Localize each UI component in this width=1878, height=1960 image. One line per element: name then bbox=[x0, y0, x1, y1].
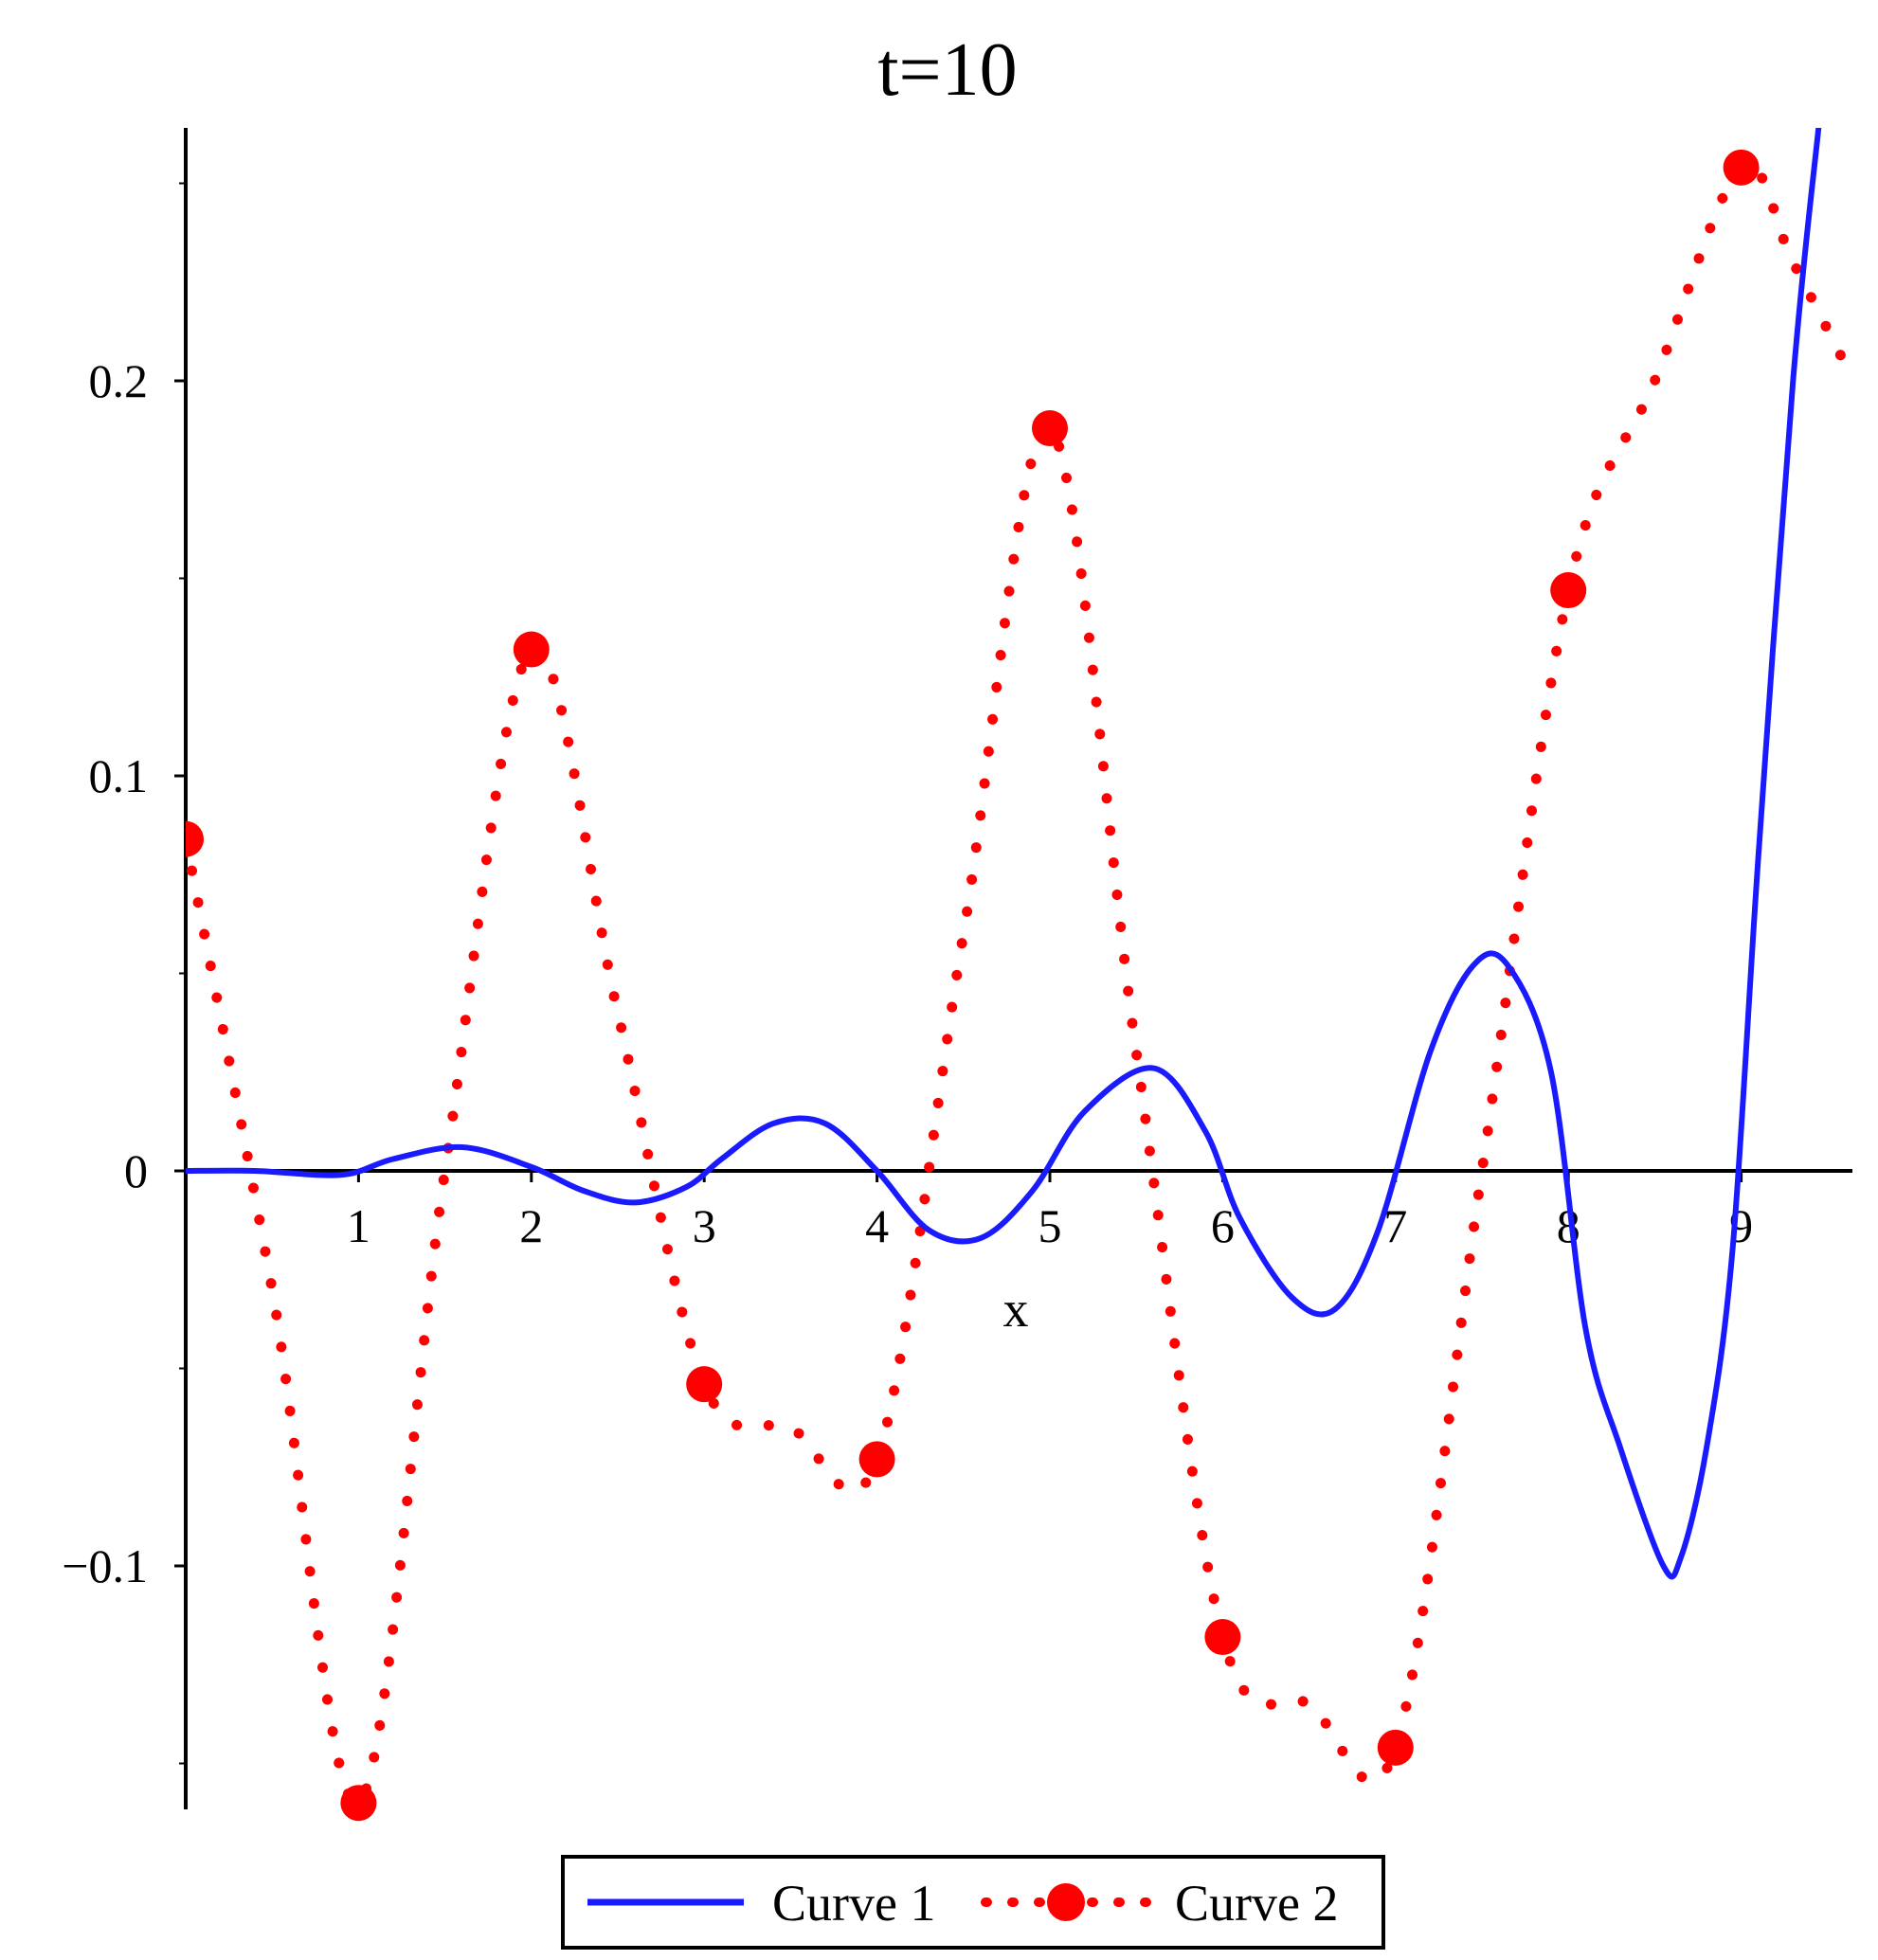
y-tick-label: −0.1 bbox=[62, 1539, 148, 1592]
curve-2-point bbox=[186, 820, 204, 857]
curve-2-point bbox=[1032, 410, 1068, 447]
x-tick-label: 3 bbox=[693, 1199, 716, 1252]
chart-title: t=10 bbox=[877, 28, 1017, 112]
curve-2-point bbox=[1723, 149, 1760, 186]
legend-curve-2-marker bbox=[1047, 1883, 1085, 1921]
curve-2-point bbox=[1204, 1619, 1241, 1656]
x-tick-label: 5 bbox=[1038, 1199, 1062, 1252]
y-tick-label: 0.2 bbox=[89, 354, 149, 407]
series-curve-1-line bbox=[186, 128, 1822, 1580]
x-tick-label: 1 bbox=[347, 1199, 370, 1252]
axes bbox=[174, 128, 1852, 1809]
curve-2-point bbox=[1377, 1729, 1414, 1766]
curve-2-point bbox=[686, 1366, 723, 1403]
x-tick-label: 4 bbox=[865, 1199, 889, 1252]
x-tick-label: 2 bbox=[519, 1199, 543, 1252]
curve-2-point bbox=[340, 1785, 377, 1822]
curve-2-point bbox=[1550, 572, 1587, 609]
series-curve-2-line bbox=[186, 159, 1857, 1809]
tick-labels: 1 2 3 4 5 6 7 8 9−0.100.10.2 bbox=[62, 354, 1753, 1592]
legend: Curve 1 Curve 2 bbox=[561, 1855, 1385, 1950]
x-tick-label: 6 bbox=[1211, 1199, 1235, 1252]
y-tick-label: 0 bbox=[124, 1144, 148, 1197]
curve-2-point bbox=[858, 1441, 895, 1478]
curve-2-point bbox=[513, 631, 550, 668]
legend-curve-1-label: Curve 1 bbox=[772, 1875, 935, 1932]
x-axis-label: x bbox=[1003, 1281, 1029, 1338]
series-layer bbox=[186, 128, 1857, 1822]
y-tick-label: 0.1 bbox=[89, 749, 149, 802]
legend-curve-2-label: Curve 2 bbox=[1175, 1875, 1338, 1932]
